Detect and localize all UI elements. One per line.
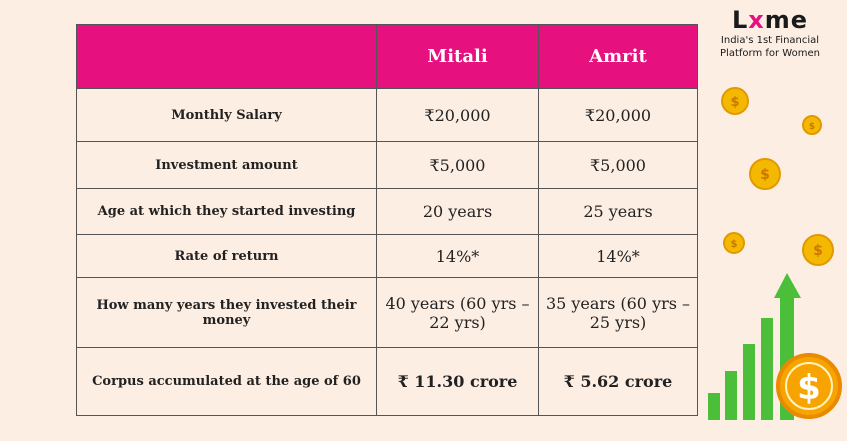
table-row: Age at which they started investing 20 y… (76, 188, 698, 235)
lxme-logo: Lxme India's 1st Financial Platform for … (700, 6, 840, 60)
header-row: Mitali Amrit (76, 24, 698, 89)
rising-bar-chart-icon (708, 318, 773, 420)
table-row: Monthly Salary ₹20,000 ₹20,000 (76, 88, 698, 142)
coin-icon: $ (721, 87, 749, 115)
mitali-value: 40 years (60 yrs – 22 yrs) (376, 277, 539, 348)
coin-icon: $ (802, 115, 822, 135)
header-mitali: Mitali (376, 24, 539, 89)
table-row: Rate of return 14%* 14%* (76, 234, 698, 278)
svg-text:$: $ (730, 95, 739, 110)
coin-icon: $ (749, 158, 781, 190)
svg-text:$: $ (813, 243, 823, 259)
coin-icon: $ (802, 234, 834, 266)
svg-text:$: $ (760, 167, 770, 183)
logo-tagline-line1: India's 1st Financial (720, 35, 820, 46)
logo-wordmark: Lxme (700, 6, 840, 34)
row-label: Rate of return (76, 234, 377, 278)
svg-text:$: $ (731, 239, 738, 250)
mitali-value: ₹5,000 (376, 141, 539, 189)
amrit-value: 25 years (538, 188, 698, 235)
header-empty (76, 24, 377, 89)
logo-tagline-line2: Platform for Women (720, 48, 820, 59)
logo-letter-x: x (748, 6, 765, 34)
mitali-value: 14%* (376, 234, 539, 278)
table-row: How many years they invested their money… (76, 277, 698, 348)
table-row: Investment amount ₹5,000 ₹5,000 (76, 141, 698, 189)
mitali-value: ₹ 11.30 crore (376, 347, 539, 416)
amrit-value: ₹ 5.62 crore (538, 347, 698, 416)
mitali-value: ₹20,000 (376, 88, 539, 142)
dollar-coin-icon: $ (776, 353, 842, 419)
row-label: Age at which they started investing (76, 188, 377, 235)
row-label: How many years they invested their money (76, 277, 377, 348)
mitali-value: 20 years (376, 188, 539, 235)
comparison-table: Mitali Amrit Monthly Salary ₹20,000 ₹20,… (76, 24, 698, 416)
logo-letters-me: me (764, 6, 809, 34)
amrit-value: 35 years (60 yrs – 25 yrs) (538, 277, 698, 348)
table-row: Corpus accumulated at the age of 60 ₹ 11… (76, 347, 698, 416)
amrit-value: ₹5,000 (538, 141, 698, 189)
growth-illustration: $ $ $ $ $ $ (708, 87, 842, 420)
amrit-value: 14%* (538, 234, 698, 278)
amrit-value: ₹20,000 (538, 88, 698, 142)
row-label: Corpus accumulated at the age of 60 (76, 347, 377, 416)
row-label: Monthly Salary (76, 88, 377, 142)
row-label: Investment amount (76, 141, 377, 189)
coin-icon: $ (723, 232, 745, 254)
logo-letter-l: L (731, 6, 749, 34)
svg-text:$: $ (797, 368, 821, 408)
svg-text:$: $ (809, 122, 815, 132)
header-amrit: Amrit (538, 24, 698, 89)
